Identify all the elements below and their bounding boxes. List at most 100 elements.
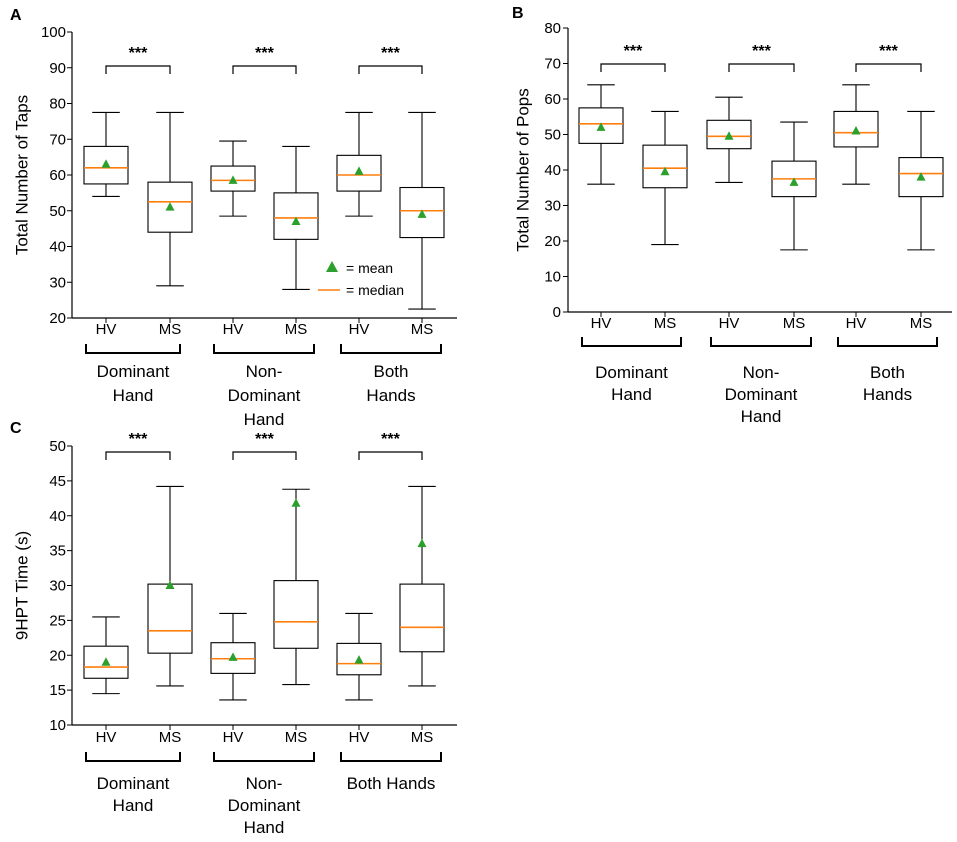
box-iqr <box>273 580 319 649</box>
group-label: Dominant <box>97 774 170 793</box>
y-tick-label: 15 <box>49 682 66 699</box>
group-label: Both <box>374 362 409 381</box>
significance-label: *** <box>381 45 400 62</box>
mean-marker <box>417 538 427 548</box>
panel-label-A: A <box>10 7 22 24</box>
box-iqr <box>399 583 445 653</box>
y-tick-label: 60 <box>544 91 561 108</box>
mean-marker <box>291 216 301 225</box>
x-tick-label: MS <box>159 321 182 338</box>
mean-marker <box>354 166 364 175</box>
box-iqr <box>147 583 193 654</box>
significance-label: *** <box>879 43 898 60</box>
y-tick-label: 60 <box>49 167 66 184</box>
y-tick-label: 10 <box>49 717 66 734</box>
mean-marker <box>165 202 175 211</box>
mean-marker <box>354 655 364 664</box>
significance-label: *** <box>624 43 643 60</box>
x-tick-label: HV <box>846 315 867 332</box>
y-tick-label: 35 <box>49 543 66 560</box>
significance-label: *** <box>381 431 400 448</box>
legend-mean-label: = mean <box>346 260 393 276</box>
group-label: Hand <box>244 818 285 837</box>
y-tick-label: 25 <box>49 612 66 629</box>
group-label: Hand <box>611 385 652 404</box>
x-tick-label: HV <box>719 315 740 332</box>
y-tick-label: 70 <box>544 56 561 73</box>
significance-bracket <box>105 451 171 460</box>
mean-marker <box>789 177 799 186</box>
x-tick-label: MS <box>159 729 182 746</box>
group-label: Both <box>870 363 905 382</box>
mean-marker <box>660 166 670 176</box>
group-label: Hand <box>113 386 154 405</box>
significance-label: *** <box>129 45 148 62</box>
group-bracket <box>710 337 812 347</box>
y-tick-label: 20 <box>49 647 66 664</box>
group-bracket <box>340 752 442 762</box>
x-tick-label: MS <box>285 321 308 338</box>
box-iqr <box>273 192 319 240</box>
significance-bracket <box>105 65 171 74</box>
y-tick-label: 50 <box>49 203 66 220</box>
mean-marker <box>228 175 238 184</box>
y-tick-label: 40 <box>49 239 66 256</box>
y-tick-label: 90 <box>49 60 66 77</box>
y-tick-label: 30 <box>544 198 561 215</box>
x-tick-label: MS <box>654 315 677 332</box>
y-tick-label: 40 <box>49 508 66 525</box>
significance-bracket <box>728 63 795 72</box>
x-tick-label: HV <box>96 729 117 746</box>
mean-marker <box>724 131 734 140</box>
x-tick-label: MS <box>411 321 434 338</box>
x-tick-label: MS <box>783 315 806 332</box>
mean-marker <box>417 209 427 218</box>
group-label: Dominant <box>228 386 301 405</box>
x-tick-label: MS <box>285 729 308 746</box>
mean-marker <box>165 580 175 589</box>
significance-label: *** <box>255 431 274 448</box>
y-axis-label: Total Number of Taps <box>13 95 32 255</box>
significance-bracket <box>358 451 423 460</box>
y-tick-label: 80 <box>544 20 561 37</box>
y-tick-label: 45 <box>49 473 66 490</box>
significance-bracket <box>855 63 922 72</box>
panel-label-C: C <box>10 420 22 437</box>
group-label: Dominant <box>725 385 798 404</box>
group-bracket <box>340 344 442 354</box>
mean-marker <box>916 172 926 181</box>
x-tick-label: MS <box>910 315 933 332</box>
significance-label: *** <box>255 45 274 62</box>
legend-mean-icon <box>326 261 338 272</box>
group-label: Dominant <box>595 363 668 382</box>
significance-bracket <box>358 65 423 74</box>
significance-bracket <box>232 65 297 74</box>
x-tick-label: HV <box>223 321 244 338</box>
group-label: Hand <box>113 796 154 815</box>
mean-marker <box>596 122 606 131</box>
group-bracket <box>213 752 315 762</box>
group-bracket <box>581 337 682 347</box>
significance-bracket <box>600 63 666 72</box>
group-label: Hand <box>741 407 782 426</box>
y-tick-label: 50 <box>544 127 561 144</box>
x-tick-label: HV <box>96 321 117 338</box>
y-tick-label: 10 <box>544 269 561 286</box>
y-axis-label: 9HPT Time (s) <box>13 531 32 640</box>
x-tick-label: HV <box>223 729 244 746</box>
significance-bracket <box>232 451 297 460</box>
group-label: Dominant <box>97 362 170 381</box>
y-tick-label: 30 <box>49 274 66 291</box>
group-label: Hands <box>366 386 415 405</box>
x-tick-label: HV <box>591 315 612 332</box>
x-tick-label: HV <box>349 321 370 338</box>
x-tick-label: MS <box>411 729 434 746</box>
y-tick-label: 40 <box>544 162 561 179</box>
significance-label: *** <box>129 431 148 448</box>
y-tick-label: 20 <box>544 233 561 250</box>
mean-marker <box>101 657 111 666</box>
y-tick-label: 0 <box>553 304 561 321</box>
group-label: Hand <box>244 410 285 429</box>
box-iqr <box>642 144 688 189</box>
